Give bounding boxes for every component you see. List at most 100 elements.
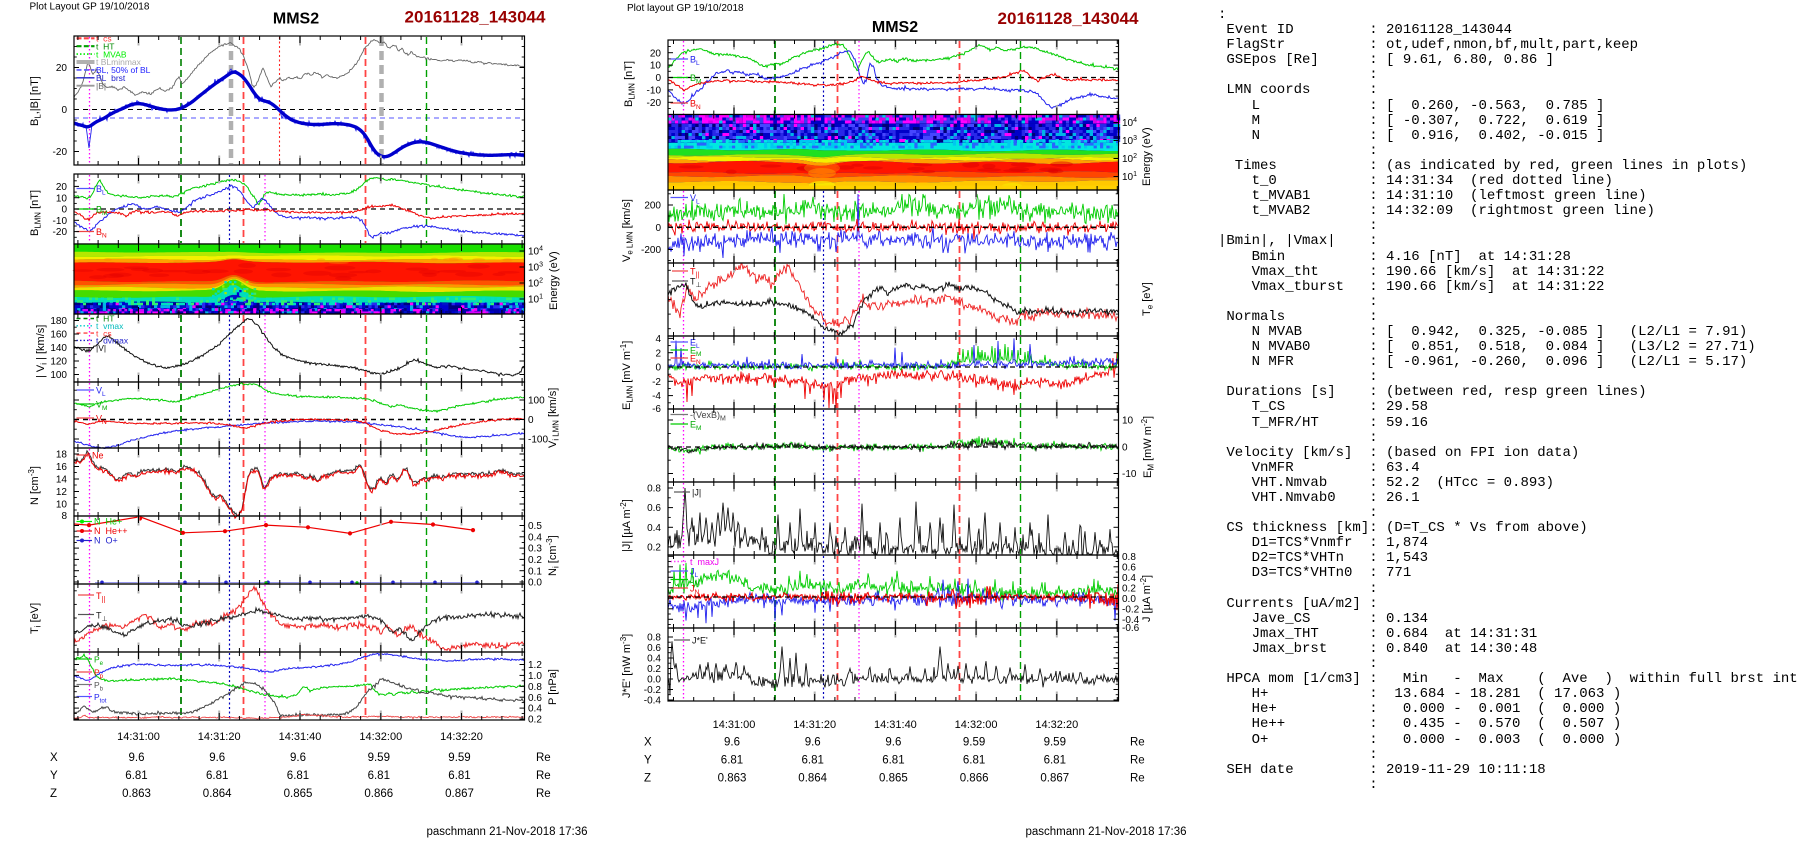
svg-text:VL: VL bbox=[96, 386, 106, 399]
svg-text:6.81: 6.81 bbox=[287, 770, 309, 782]
svg-text:0: 0 bbox=[528, 415, 534, 426]
svg-text:-0.4: -0.4 bbox=[1122, 615, 1140, 626]
svg-text:6.81: 6.81 bbox=[125, 770, 147, 782]
svg-text:Re: Re bbox=[536, 788, 551, 800]
svg-text:Plot layout GP 19/10/2018: Plot layout GP 19/10/2018 bbox=[627, 3, 744, 14]
svg-text:Z: Z bbox=[644, 773, 651, 785]
svg-text:t BLminmax: t BLminmax bbox=[96, 57, 142, 67]
svg-text:Re: Re bbox=[1130, 755, 1145, 767]
svg-text:P [nPa]: P [nPa] bbox=[547, 669, 559, 705]
svg-text:Te [eV]: Te [eV] bbox=[1141, 282, 1155, 316]
svg-text:200: 200 bbox=[644, 201, 661, 212]
svg-text:t MVAB: t MVAB bbox=[96, 49, 127, 59]
svg-text:T||: T|| bbox=[96, 591, 105, 604]
svg-text:0.866: 0.866 bbox=[960, 773, 989, 785]
svg-text:J [µA m-2]: J [µA m-2] bbox=[1139, 575, 1153, 622]
svg-text:-0.2: -0.2 bbox=[644, 685, 662, 696]
svg-text:EN: EN bbox=[690, 353, 701, 366]
svg-text:0.867: 0.867 bbox=[445, 788, 474, 800]
svg-text:0.4: 0.4 bbox=[528, 532, 542, 543]
svg-text:Energy (eV): Energy (eV) bbox=[1141, 127, 1153, 186]
svg-text:-100: -100 bbox=[528, 435, 548, 446]
svg-text:0.6: 0.6 bbox=[1122, 562, 1136, 573]
svg-text:Y: Y bbox=[50, 770, 58, 782]
svg-text:4: 4 bbox=[655, 334, 661, 345]
svg-text:9.6: 9.6 bbox=[885, 737, 901, 749]
svg-text:0.865: 0.865 bbox=[879, 773, 908, 785]
svg-text:-2: -2 bbox=[652, 377, 661, 388]
svg-text:140: 140 bbox=[50, 343, 67, 354]
svg-text:JN: JN bbox=[690, 583, 700, 596]
svg-text:0.2: 0.2 bbox=[647, 664, 661, 675]
svg-text:X: X bbox=[50, 752, 58, 764]
svg-text:0.8: 0.8 bbox=[528, 682, 542, 693]
svg-text:paschmann 21-Nov-2018 17:36: paschmann 21-Nov-2018 17:36 bbox=[426, 826, 587, 838]
svg-text:180: 180 bbox=[50, 316, 67, 327]
svg-text:EL: EL bbox=[690, 337, 700, 350]
svg-text:Ne: Ne bbox=[92, 451, 104, 461]
svg-text:14:32:20: 14:32:20 bbox=[440, 731, 483, 743]
svg-text:N O+: N O+ bbox=[94, 536, 118, 546]
svg-text:10: 10 bbox=[650, 61, 662, 72]
svg-text:J*E' [nW m-3]: J*E' [nW m-3] bbox=[619, 634, 633, 698]
svg-text:14:31:20: 14:31:20 bbox=[198, 731, 241, 743]
svg-text:6.81: 6.81 bbox=[721, 755, 743, 767]
svg-text:-20: -20 bbox=[53, 147, 68, 158]
svg-text:20161128_143044: 20161128_143044 bbox=[998, 9, 1139, 28]
svg-text:-10: -10 bbox=[647, 86, 662, 97]
svg-text:Re: Re bbox=[536, 752, 551, 764]
svg-text:X: X bbox=[644, 737, 652, 749]
svg-text:Pp: Pp bbox=[94, 667, 104, 680]
svg-text:0: 0 bbox=[61, 205, 67, 216]
svg-text:-(VexB)M: -(VexB)M bbox=[690, 410, 726, 423]
svg-text:0.1: 0.1 bbox=[528, 566, 542, 577]
svg-text:0.864: 0.864 bbox=[798, 773, 827, 785]
svg-text:t dvmax: t dvmax bbox=[96, 336, 129, 346]
svg-text:10: 10 bbox=[1122, 416, 1134, 427]
svg-text:t vmax: t vmax bbox=[96, 321, 124, 331]
svg-text:EM: EM bbox=[690, 420, 701, 433]
svg-text:9.6: 9.6 bbox=[805, 737, 821, 749]
svg-text:Re: Re bbox=[1130, 773, 1145, 785]
svg-text:14:32:00: 14:32:00 bbox=[955, 719, 998, 731]
svg-text:VM: VM bbox=[96, 400, 107, 413]
svg-text:0: 0 bbox=[655, 73, 661, 84]
svg-text:MMS2: MMS2 bbox=[273, 11, 319, 28]
svg-text:N He++: N He++ bbox=[94, 526, 128, 536]
svg-text:0.0: 0.0 bbox=[1122, 594, 1136, 605]
svg-text:14:31:20: 14:31:20 bbox=[793, 719, 836, 731]
svg-text:0.4: 0.4 bbox=[528, 704, 542, 715]
svg-text:BM: BM bbox=[96, 205, 107, 218]
svg-text:0.4: 0.4 bbox=[647, 654, 661, 665]
svg-text:6.81: 6.81 bbox=[802, 755, 824, 767]
svg-text:J*E': J*E' bbox=[692, 636, 708, 646]
svg-text:0.0: 0.0 bbox=[647, 675, 661, 686]
svg-text:Z: Z bbox=[50, 788, 57, 800]
svg-text:-20: -20 bbox=[647, 98, 662, 109]
svg-text:0.2: 0.2 bbox=[528, 555, 542, 566]
svg-text:0.2: 0.2 bbox=[647, 543, 661, 554]
svg-text:6.81: 6.81 bbox=[963, 755, 985, 767]
svg-text:0.2: 0.2 bbox=[1122, 583, 1136, 594]
svg-text:0.6: 0.6 bbox=[647, 643, 661, 654]
svg-text:0.865: 0.865 bbox=[284, 788, 313, 800]
svg-text:6.81: 6.81 bbox=[882, 755, 904, 767]
svg-text:-20: -20 bbox=[53, 227, 68, 238]
svg-text:0.2: 0.2 bbox=[528, 715, 542, 726]
svg-text:0.8: 0.8 bbox=[647, 484, 661, 495]
svg-text:9.59: 9.59 bbox=[368, 752, 390, 764]
svg-text:100: 100 bbox=[50, 370, 67, 381]
svg-text:|V|: |V| bbox=[96, 343, 106, 353]
svg-text:T⊥: T⊥ bbox=[96, 611, 108, 624]
svg-text:14: 14 bbox=[56, 475, 68, 486]
svg-text:JL: JL bbox=[690, 566, 699, 579]
svg-text:EM [mW m-2]: EM [mW m-2] bbox=[1140, 416, 1156, 478]
svg-text:BM: BM bbox=[690, 73, 701, 86]
svg-text:9.6: 9.6 bbox=[724, 737, 740, 749]
svg-text:20: 20 bbox=[650, 48, 662, 59]
svg-text:t cs: t cs bbox=[96, 328, 112, 338]
svg-text:BL: BL bbox=[690, 55, 700, 68]
svg-text:0.6: 0.6 bbox=[528, 693, 542, 704]
svg-text:16: 16 bbox=[56, 462, 68, 473]
svg-text:BL: BL bbox=[96, 184, 106, 197]
